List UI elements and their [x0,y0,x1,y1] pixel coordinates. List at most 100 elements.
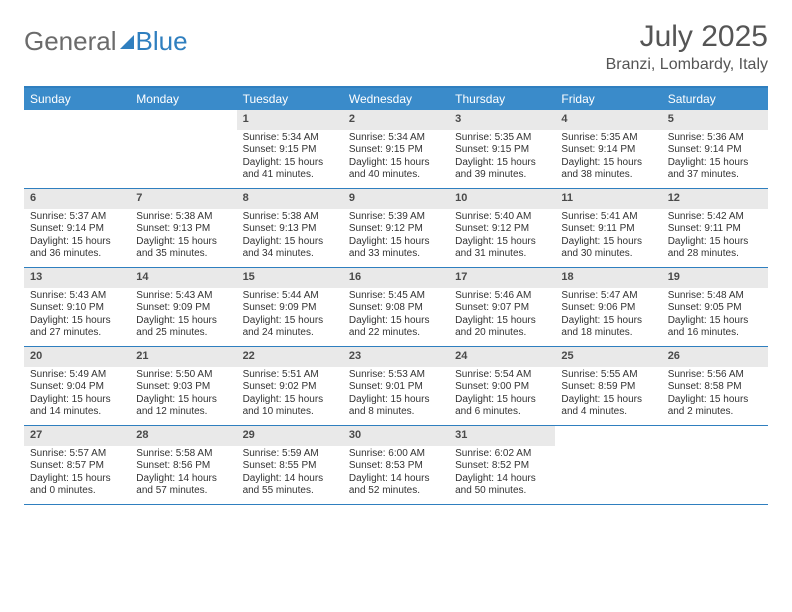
day-info: Sunrise: 5:41 AMSunset: 9:11 PMDaylight:… [555,211,661,261]
sunset-line: Sunset: 9:15 PM [455,144,549,157]
day-number: 25 [555,347,661,367]
day-number: 22 [237,347,343,367]
day-info: Sunrise: 5:47 AMSunset: 9:06 PMDaylight:… [555,290,661,340]
day-info: Sunrise: 5:55 AMSunset: 8:59 PMDaylight:… [555,369,661,419]
day-number: 9 [343,189,449,209]
daylight-line: Daylight: 15 hours and 0 minutes. [30,473,124,498]
day-info: Sunrise: 5:54 AMSunset: 9:00 PMDaylight:… [449,369,555,419]
day-cell: 22Sunrise: 5:51 AMSunset: 9:02 PMDayligh… [237,347,343,425]
daylight-line: Daylight: 15 hours and 34 minutes. [243,236,337,261]
daylight-line: Daylight: 15 hours and 39 minutes. [455,157,549,182]
day-number: 31 [449,426,555,446]
day-cell: 7Sunrise: 5:38 AMSunset: 9:13 PMDaylight… [130,189,236,267]
sunrise-line: Sunrise: 5:53 AM [349,369,443,382]
sunset-line: Sunset: 9:14 PM [561,144,655,157]
day-info: Sunrise: 5:57 AMSunset: 8:57 PMDaylight:… [24,448,130,498]
daylight-line: Daylight: 15 hours and 16 minutes. [668,315,762,340]
daylight-line: Daylight: 15 hours and 41 minutes. [243,157,337,182]
day-number: 19 [662,268,768,288]
day-cell: 3Sunrise: 5:35 AMSunset: 9:15 PMDaylight… [449,110,555,188]
daylight-line: Daylight: 15 hours and 22 minutes. [349,315,443,340]
day-number: 16 [343,268,449,288]
sunrise-line: Sunrise: 6:02 AM [455,448,549,461]
daylight-line: Daylight: 15 hours and 28 minutes. [668,236,762,261]
brand-part2: Blue [136,26,188,57]
day-info: Sunrise: 5:43 AMSunset: 9:10 PMDaylight:… [24,290,130,340]
daylight-line: Daylight: 14 hours and 50 minutes. [455,473,549,498]
day-cell: 31Sunrise: 6:02 AMSunset: 8:52 PMDayligh… [449,426,555,504]
daylight-line: Daylight: 15 hours and 25 minutes. [136,315,230,340]
day-info: Sunrise: 5:34 AMSunset: 9:15 PMDaylight:… [237,132,343,182]
day-number: 5 [662,110,768,130]
day-info: Sunrise: 5:40 AMSunset: 9:12 PMDaylight:… [449,211,555,261]
sunrise-line: Sunrise: 5:59 AM [243,448,337,461]
day-number: 20 [24,347,130,367]
calendar: SundayMondayTuesdayWednesdayThursdayFrid… [24,86,768,505]
day-number: 8 [237,189,343,209]
day-info: Sunrise: 6:00 AMSunset: 8:53 PMDaylight:… [343,448,449,498]
day-cell [662,426,768,504]
sunrise-line: Sunrise: 5:49 AM [30,369,124,382]
day-cell: 6Sunrise: 5:37 AMSunset: 9:14 PMDaylight… [24,189,130,267]
day-cell: 24Sunrise: 5:54 AMSunset: 9:00 PMDayligh… [449,347,555,425]
weeks-container: 1Sunrise: 5:34 AMSunset: 9:15 PMDaylight… [24,110,768,505]
day-number: 11 [555,189,661,209]
sunrise-line: Sunrise: 5:37 AM [30,211,124,224]
day-info: Sunrise: 5:35 AMSunset: 9:14 PMDaylight:… [555,132,661,182]
sunset-line: Sunset: 8:57 PM [30,460,124,473]
day-header: Tuesday [237,88,343,110]
day-number: 18 [555,268,661,288]
day-info: Sunrise: 5:46 AMSunset: 9:07 PMDaylight:… [449,290,555,340]
day-cell: 8Sunrise: 5:38 AMSunset: 9:13 PMDaylight… [237,189,343,267]
day-cell: 16 Sunrise: 5:45 AMSunset: 9:08 PMDayligh… [343,268,449,346]
day-cell: 4Sunrise: 5:35 AMSunset: 9:14 PMDaylight… [555,110,661,188]
day-cell [24,110,130,188]
daylight-line: Daylight: 15 hours and 6 minutes. [455,394,549,419]
day-cell: 23Sunrise: 5:53 AMSunset: 9:01 PMDayligh… [343,347,449,425]
day-info: Sunrise: 5:49 AMSunset: 9:04 PMDaylight:… [24,369,130,419]
week-row: 1Sunrise: 5:34 AMSunset: 9:15 PMDaylight… [24,110,768,189]
sunrise-line: Sunrise: 5:36 AM [668,132,762,145]
day-number: 24 [449,347,555,367]
day-info: Sunrise: 6:02 AMSunset: 8:52 PMDaylight:… [449,448,555,498]
sunset-line: Sunset: 9:11 PM [561,223,655,236]
day-cell: 18Sunrise: 5:47 AMSunset: 9:06 PMDayligh… [555,268,661,346]
day-number: 4 [555,110,661,130]
day-number: 26 [662,347,768,367]
sunrise-line: Sunrise: 6:00 AM [349,448,443,461]
daylight-line: Daylight: 15 hours and 10 minutes. [243,394,337,419]
week-row: 20Sunrise: 5:49 AMSunset: 9:04 PMDayligh… [24,347,768,426]
week-row: 27Sunrise: 5:57 AMSunset: 8:57 PMDayligh… [24,426,768,505]
sunrise-line: Sunrise: 5:40 AM [455,211,549,224]
day-cell: 25Sunrise: 5:55 AMSunset: 8:59 PMDayligh… [555,347,661,425]
day-number: 10 [449,189,555,209]
sunrise-line: Sunrise: 5:55 AM [561,369,655,382]
day-header: Sunday [24,88,130,110]
day-cell: 10Sunrise: 5:40 AMSunset: 9:12 PMDayligh… [449,189,555,267]
day-number: 1 [237,110,343,130]
sunrise-line: Sunrise: 5:45 AM [349,290,443,303]
sunset-line: Sunset: 9:09 PM [243,302,337,315]
sunset-line: Sunset: 9:06 PM [561,302,655,315]
day-cell: 14Sunrise: 5:43 AMSunset: 9:09 PMDayligh… [130,268,236,346]
sunrise-line: Sunrise: 5:39 AM [349,211,443,224]
day-info: Sunrise: 5:51 AMSunset: 9:02 PMDaylight:… [237,369,343,419]
day-cell: 12Sunrise: 5:42 AMSunset: 9:11 PMDayligh… [662,189,768,267]
sunrise-line: Sunrise: 5:34 AM [243,132,337,145]
day-cell: 13Sunrise: 5:43 AMSunset: 9:10 PMDayligh… [24,268,130,346]
location: Branzi, Lombardy, Italy [606,56,768,74]
daylight-line: Daylight: 15 hours and 20 minutes. [455,315,549,340]
day-number: 29 [237,426,343,446]
day-header: Saturday [662,88,768,110]
sunset-line: Sunset: 8:55 PM [243,460,337,473]
day-number: 30 [343,426,449,446]
sunrise-line: Sunrise: 5:51 AM [243,369,337,382]
daylight-line: Daylight: 15 hours and 37 minutes. [668,157,762,182]
sunrise-line: Sunrise: 5:47 AM [561,290,655,303]
sunset-line: Sunset: 9:13 PM [136,223,230,236]
sunrise-line: Sunrise: 5:38 AM [136,211,230,224]
sunset-line: Sunset: 9:08 PM [349,302,443,315]
day-number: 27 [24,426,130,446]
sunset-line: Sunset: 9:00 PM [455,381,549,394]
daylight-line: Daylight: 15 hours and 14 minutes. [30,394,124,419]
